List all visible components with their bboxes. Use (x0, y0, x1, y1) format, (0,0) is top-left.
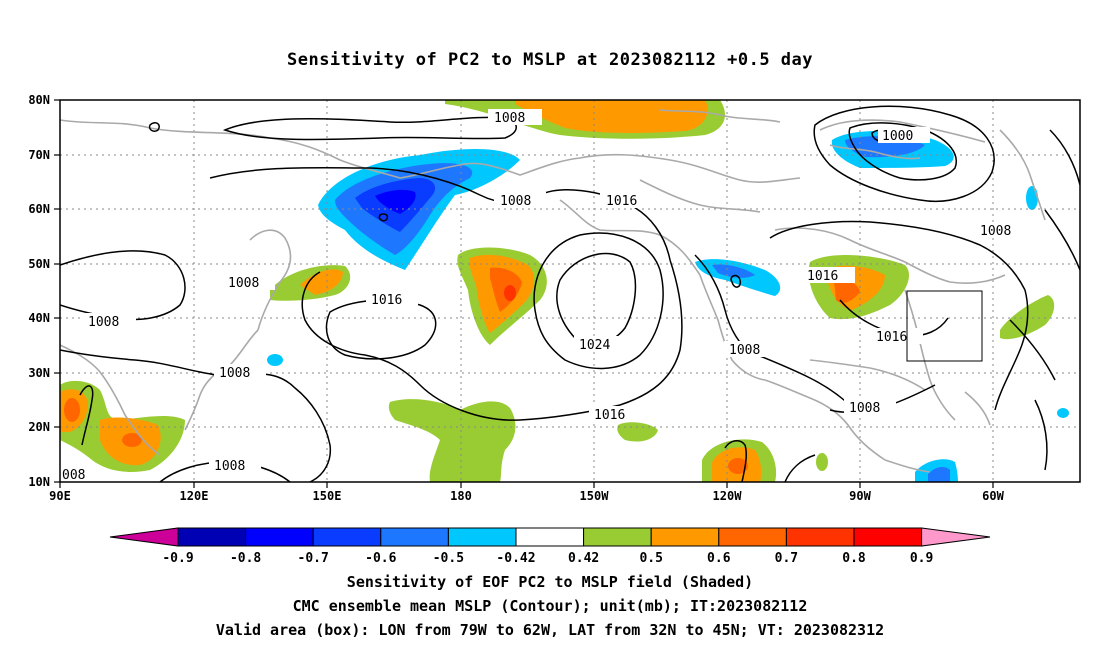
colorbar-segment (447, 527, 517, 547)
colorbar-max-triangle (921, 527, 991, 547)
valid-area-box (906, 290, 983, 362)
colorbar-segment (718, 527, 787, 547)
lon-label: 180 (450, 489, 472, 503)
contour-label-1016-great-lakes: 1016 (807, 269, 838, 284)
lat-label: 80N (28, 93, 50, 107)
positive-region-japan-east-core (300, 269, 343, 295)
latitude-labels: 80N 70N 60N 50N 40N 30N 20N 10N (28, 93, 50, 489)
colorbar-label: -0.42 (496, 551, 535, 566)
contour-label-1008-bay-of-bengal: 008 (62, 468, 85, 483)
coastlines (60, 109, 1046, 473)
lon-label: 90E (49, 489, 71, 503)
colorbar-segment (785, 527, 855, 547)
colorbar-label: 0.42 (568, 551, 599, 566)
colorbar-label: -0.5 (433, 551, 464, 566)
colorbar-segment (515, 527, 585, 547)
negative-region-bc-coast-core (712, 264, 755, 278)
lon-label: 90W (849, 489, 871, 503)
lat-label: 40N (28, 311, 50, 325)
lat-label: 30N (28, 366, 50, 380)
contour-label-1008-baja: 1008 (729, 343, 760, 358)
contour-label-1016-west-pacific: 1016 (371, 293, 402, 308)
lat-label: 70N (28, 148, 50, 162)
negative-patch-hudson (1026, 186, 1038, 210)
colorbar-label: -0.7 (298, 551, 329, 566)
colorbar-label: 0.5 (639, 551, 662, 566)
colorbar-segment (853, 527, 923, 547)
footer-line-2: CMC ensemble mean MSLP (Contour); unit(m… (292, 597, 808, 615)
lat-label: 10N (28, 475, 50, 489)
contour-label-1008-east-china: 1008 (219, 366, 250, 381)
contour-label-1016-subtropical: 1016 (594, 408, 625, 423)
positive-region-hawaii-south (617, 422, 658, 442)
positive-patch-central-america (816, 453, 828, 471)
colorbar-label: 0.6 (707, 551, 731, 566)
colorbar-label: -0.9 (162, 551, 193, 566)
contour-label-1016-alaska: 1016 (606, 194, 637, 209)
colorbar-segment (650, 527, 720, 547)
contour-label-1008-arctic: 1008 (494, 111, 525, 126)
positive-region-indochina-inner (122, 433, 142, 447)
positive-region-tropical-pacific (388, 399, 516, 482)
negative-patch-japan-south (267, 354, 283, 366)
colorbar-segment (177, 527, 247, 547)
lat-label: 50N (28, 257, 50, 271)
positive-region-arctic-alaska-core (515, 100, 708, 133)
lon-label: 120W (713, 489, 743, 503)
colorbar-label: -0.6 (365, 551, 396, 566)
map-frame (59, 99, 1081, 483)
contour-label-1016-east-coast: 1016 (876, 330, 907, 345)
positive-region-bengal-inner (64, 398, 80, 422)
contour-label-1008-philippines: 1008 (214, 459, 245, 474)
colorbar-label: 0.7 (775, 551, 798, 566)
lon-label: 60W (982, 489, 1004, 503)
axis-ticks (54, 99, 994, 488)
contour-label-1008-china: 1008 (88, 315, 119, 330)
colorbar-min-triangle (109, 527, 179, 547)
contour-label-1024-pacific-high: 1024 (579, 338, 610, 353)
negative-patch-atlantic (1057, 408, 1069, 418)
contour-label-1000-canada: 1000 (882, 129, 913, 144)
negative-region-east-siberia-center (375, 189, 416, 214)
contour-label-1008-manchuria: 1008 (228, 276, 259, 291)
colorbar-label: -0.8 (230, 551, 261, 566)
lat-label: 60N (28, 202, 50, 216)
colorbar-segment (583, 527, 652, 547)
footer-line-3: Valid area (box): LON from 79W to 62W, L… (215, 621, 885, 639)
contour-labels: 1008 1008 1016 1000 1008 1008 1008 1016 … (60, 109, 1027, 483)
positive-region-central-pacific-center (504, 285, 516, 301)
map-panel: 1008 1008 1016 1000 1008 1008 1008 1016 … (60, 100, 1080, 483)
lon-label: 150E (313, 489, 342, 503)
lat-label: 20N (28, 420, 50, 434)
contour-label-1008-gulf: 1008 (849, 401, 880, 416)
longitude-labels: 90E 120E 150E 180 150W 120W 90W 60W (49, 489, 1004, 503)
negative-region-caribbean-core (928, 466, 950, 482)
colorbar-segment (245, 527, 314, 547)
colorbar-label: 0.8 (842, 551, 866, 566)
contour-label-1008-siberia: 1008 (500, 194, 531, 209)
positive-region-great-lakes-inner (834, 280, 860, 303)
lon-label: 120E (180, 489, 209, 503)
contour-label-1008-labrador: 1008 (980, 224, 1011, 239)
colorbar: -0.9 -0.8 -0.7 -0.6 -0.5 -0.42 0.42 0.5 … (109, 527, 991, 566)
footer-line-1: Sensitivity of EOF PC2 to MSLP field (Sh… (346, 573, 754, 591)
positive-region-mexico-west-inner (728, 458, 748, 474)
page-title: Sensitivity of PC2 to MSLP at 2023082112… (286, 50, 813, 70)
colorbar-segment (380, 527, 449, 547)
lon-label: 150W (580, 489, 610, 503)
colorbar-segment (312, 527, 382, 547)
colorbar-label: 0.9 (910, 551, 933, 566)
